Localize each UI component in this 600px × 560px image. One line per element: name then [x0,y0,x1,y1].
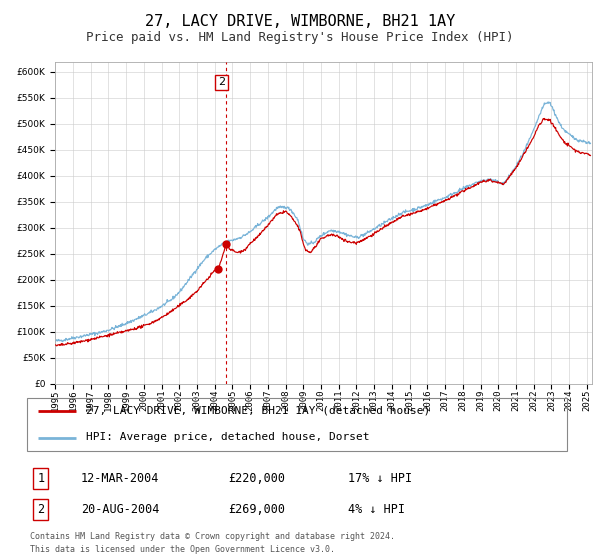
Text: 2: 2 [218,77,225,87]
Text: 27, LACY DRIVE, WIMBORNE, BH21 1AY: 27, LACY DRIVE, WIMBORNE, BH21 1AY [145,14,455,29]
Text: This data is licensed under the Open Government Licence v3.0.: This data is licensed under the Open Gov… [30,545,335,554]
Text: 12-MAR-2004: 12-MAR-2004 [81,472,160,486]
Text: £220,000: £220,000 [228,472,285,486]
Text: 20-AUG-2004: 20-AUG-2004 [81,503,160,516]
Text: Contains HM Land Registry data © Crown copyright and database right 2024.: Contains HM Land Registry data © Crown c… [30,532,395,541]
Text: Price paid vs. HM Land Registry's House Price Index (HPI): Price paid vs. HM Land Registry's House … [86,31,514,44]
Text: 2: 2 [37,503,44,516]
Text: 1: 1 [37,472,44,486]
Text: HPI: Average price, detached house, Dorset: HPI: Average price, detached house, Dors… [86,432,370,442]
Text: £269,000: £269,000 [228,503,285,516]
Text: 27, LACY DRIVE, WIMBORNE, BH21 1AY (detached house): 27, LACY DRIVE, WIMBORNE, BH21 1AY (deta… [86,406,431,416]
Text: 4% ↓ HPI: 4% ↓ HPI [348,503,405,516]
Text: 17% ↓ HPI: 17% ↓ HPI [348,472,412,486]
